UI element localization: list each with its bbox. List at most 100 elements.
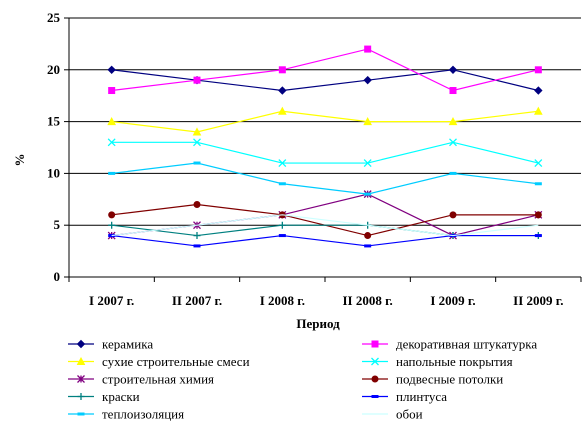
x-tick-label: II 2007 г. [172,293,222,308]
series-line [111,162,539,195]
legend-item: краски [68,389,140,404]
data-point [371,357,379,366]
legend-item: декоративная штукатурка [362,337,537,352]
y-tick-label: 25 [47,10,61,25]
data-point [193,161,201,165]
data-point [448,65,458,75]
data-point [364,232,372,240]
legend-item: напольные покрытия [362,354,513,369]
series-декоративная-штукатурка [108,45,542,95]
data-point [77,375,85,383]
data-point [534,86,543,95]
series-line [111,141,539,164]
legend: керамика декоративная штукатурка сухие стр… [68,337,537,422]
data-point [108,221,116,229]
data-point [193,138,201,147]
legend-item: сухие строительные смеси [68,354,250,369]
legend-label: строительная химия [102,372,214,387]
x-tick-label: I 2007 г. [89,293,134,308]
x-tick-label: I 2009 г. [430,293,475,308]
legend-label: декоративная штукатурка [396,337,537,352]
data-point [278,234,286,238]
legend-item: плинтуса [362,389,447,404]
data-point [107,138,116,147]
data-point [449,87,457,95]
x-tick-label: II 2008 г. [343,293,393,308]
y-tick-label: 0 [54,269,61,284]
y-tick-label: 15 [47,114,61,129]
legend-label: керамика [102,337,153,352]
data-point [448,117,458,126]
x-tick-label: I 2008 г. [260,293,305,308]
data-point [364,192,372,196]
legend-label: краски [102,389,140,404]
data-point [76,339,86,349]
series-теплоизоляция [108,161,542,196]
legend-label: подвесные потолки [396,372,503,387]
data-point [278,86,287,95]
legend-label: напольные покрытия [396,354,513,369]
x-tick-label: II 2009 г. [513,293,563,308]
series-обои [111,214,539,237]
legend-item: строительная химия [68,372,214,387]
data-point [77,412,85,416]
data-point [534,182,542,186]
data-point [278,159,287,167]
legend-label: сухие строительные смеси [102,354,250,369]
data-point [449,138,457,147]
data-point [533,106,543,115]
series-плинтуса [108,234,542,248]
data-point [534,234,542,238]
legend-item: подвесные потолки [362,372,503,387]
data-point [277,106,287,115]
data-point [534,66,542,74]
y-tick-label: 10 [47,165,60,180]
data-point [192,127,202,136]
x-tick-labels: I 2007 г. II 2007 г. I 2008 г. II 2008 г. I … [89,293,563,308]
data-point [108,211,116,219]
data-point [278,66,286,74]
legend-label: теплоизоляция [102,407,184,422]
legend-item: обои [362,407,423,422]
y-axis-label: % [12,154,27,167]
data-point [193,244,201,248]
data-point [363,159,372,167]
series-line [111,214,539,237]
series-line [111,69,539,92]
series-сухие-строительные-смеси [107,106,543,136]
data-point [77,393,85,400]
data-point [193,200,201,208]
data-point [449,171,457,175]
data-point [363,117,373,126]
data-point [193,232,201,240]
data-point [278,221,286,229]
data-point [364,244,372,248]
legend-item: керамика [68,337,153,352]
data-point [534,211,542,219]
data-point [534,159,543,167]
legend-label: обои [396,407,423,422]
series-line [111,110,539,133]
data-point [107,117,117,126]
axes [68,18,582,282]
series-line [111,48,539,92]
data-point [76,356,86,365]
data-point [371,395,379,398]
y-tick-label: 5 [54,217,61,232]
data-point [364,45,372,53]
x-axis-label: Период [296,316,340,331]
data-point [193,76,201,84]
legend-item: теплоизоляция [68,407,184,422]
data-point [371,375,379,383]
y-tick-labels: 0 5 10 15 20 25 [47,10,61,284]
data-point [449,211,457,219]
series-group [107,45,543,248]
data-point [363,75,372,85]
data-point [108,171,116,175]
series-напольные-покрытия [107,138,543,167]
y-tick-label: 20 [47,62,60,77]
legend-label: плинтуса [396,389,447,404]
grid-lines [64,17,581,278]
data-point [108,87,116,95]
series-керамика [107,65,543,95]
